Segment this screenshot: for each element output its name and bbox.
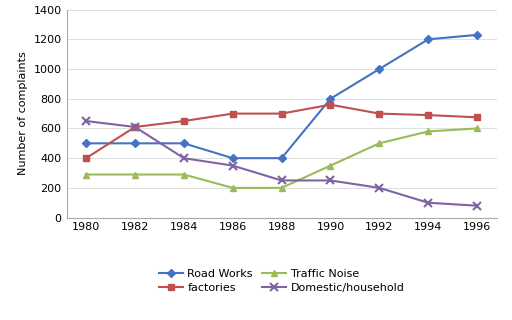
Legend: Road Works, factories, Traffic Noise, Domestic/household: Road Works, factories, Traffic Noise, Do…: [159, 269, 404, 293]
Domestic/household: [425, 201, 431, 205]
Line: Road Works: Road Works: [83, 32, 480, 161]
Traffic Noise: [327, 164, 333, 168]
factories: [279, 112, 285, 116]
Traffic Noise: [83, 172, 89, 176]
Road Works: [327, 97, 333, 101]
Domestic/household: [474, 204, 480, 208]
Line: Domestic/household: Domestic/household: [82, 117, 481, 210]
factories: [376, 112, 382, 116]
factories: [425, 113, 431, 117]
Traffic Noise: [376, 141, 382, 145]
Domestic/household: [279, 179, 285, 182]
Domestic/household: [327, 179, 333, 182]
Traffic Noise: [132, 172, 138, 176]
Road Works: [279, 156, 285, 160]
Domestic/household: [132, 125, 138, 129]
Traffic Noise: [474, 126, 480, 130]
factories: [327, 103, 333, 107]
factories: [230, 112, 236, 116]
Traffic Noise: [425, 130, 431, 133]
factories: [474, 116, 480, 119]
Domestic/household: [230, 164, 236, 168]
Traffic Noise: [279, 186, 285, 190]
Road Works: [132, 141, 138, 145]
factories: [132, 125, 138, 129]
Road Works: [474, 33, 480, 37]
Domestic/household: [83, 119, 89, 123]
Y-axis label: Number of complaints: Number of complaints: [18, 52, 28, 175]
factories: [83, 156, 89, 160]
Road Works: [376, 67, 382, 71]
factories: [181, 119, 187, 123]
Line: factories: factories: [83, 101, 480, 161]
Road Works: [181, 141, 187, 145]
Domestic/household: [376, 186, 382, 190]
Road Works: [83, 141, 89, 145]
Traffic Noise: [230, 186, 236, 190]
Domestic/household: [181, 156, 187, 160]
Line: Traffic Noise: Traffic Noise: [82, 125, 481, 191]
Road Works: [230, 156, 236, 160]
Road Works: [425, 37, 431, 41]
Traffic Noise: [181, 172, 187, 176]
